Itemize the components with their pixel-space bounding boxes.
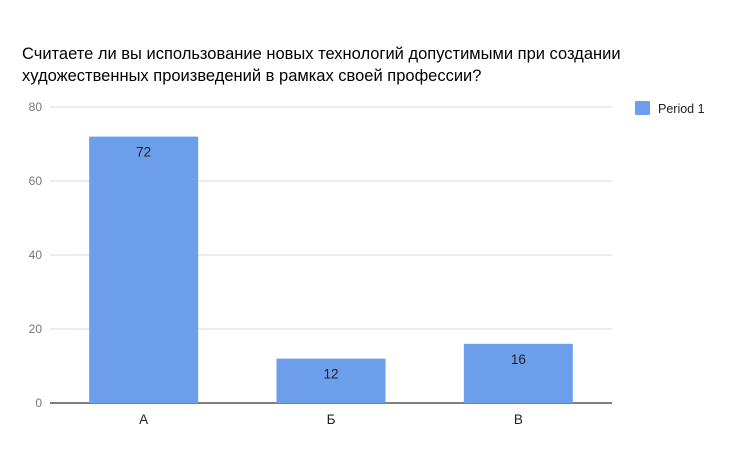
bar bbox=[463, 343, 573, 403]
data-label: 72 bbox=[136, 145, 151, 160]
chart-title: Считаете ли вы использование новых техно… bbox=[22, 45, 621, 85]
x-tick-label: А bbox=[139, 412, 148, 427]
y-tick-label: 0 bbox=[35, 396, 42, 410]
bar bbox=[89, 136, 199, 403]
legend-label: Period 1 bbox=[658, 102, 705, 116]
x-tick-label: В bbox=[514, 412, 523, 427]
legend-swatch bbox=[635, 101, 650, 115]
chart-title-line-2: художественных произведений в рамках сво… bbox=[22, 67, 481, 85]
y-tick-label: 40 bbox=[29, 248, 43, 262]
data-label: 16 bbox=[511, 352, 526, 367]
y-axis-ticks: 0 20 40 60 80 bbox=[29, 100, 43, 410]
x-tick-label: Б bbox=[327, 412, 336, 427]
bars bbox=[89, 136, 573, 403]
x-axis-ticks: А Б В bbox=[139, 412, 523, 427]
legend: Period 1 bbox=[635, 101, 705, 116]
bar bbox=[276, 358, 386, 403]
chart-title-line-1: Считаете ли вы использование новых техно… bbox=[22, 45, 621, 63]
y-tick-label: 60 bbox=[29, 174, 43, 188]
y-tick-label: 80 bbox=[29, 100, 43, 114]
y-tick-label: 20 bbox=[29, 322, 43, 336]
data-label: 12 bbox=[323, 367, 338, 382]
data-labels: 72 12 16 bbox=[136, 145, 526, 382]
